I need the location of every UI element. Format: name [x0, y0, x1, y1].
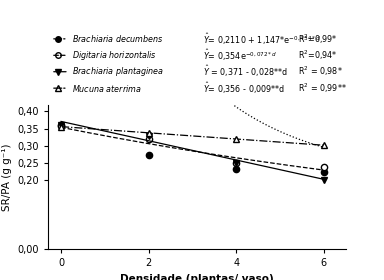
Text: $\it{Digitaria}$ $\it{horizontalis}$: $\it{Digitaria}$ $\it{horizontalis}$: [72, 49, 157, 62]
Text: R$^2$=0,99*: R$^2$=0,99*: [298, 32, 338, 46]
Text: $\it{Mucuna}$ $\it{aterrima}$: $\it{Mucuna}$ $\it{aterrima}$: [72, 83, 142, 94]
Text: $\it{Brachiaria}$ $\it{plantaginea}$: $\it{Brachiaria}$ $\it{plantaginea}$: [72, 65, 164, 78]
Y-axis label: SR/PA (g g⁻¹): SR/PA (g g⁻¹): [2, 143, 12, 211]
Text: $\hat{Y}$ = 0,371 - 0,028**d: $\hat{Y}$ = 0,371 - 0,028**d: [203, 64, 288, 80]
Text: R$^2$ = 0,99**: R$^2$ = 0,99**: [298, 81, 347, 95]
Text: $\it{Brachiaria}$ $\it{decumbens}$: $\it{Brachiaria}$ $\it{decumbens}$: [72, 33, 163, 44]
Text: $\hat{Y}$= 0,2110 + 1,147*e$^{-0,434*d}$: $\hat{Y}$= 0,2110 + 1,147*e$^{-0,434*d}$: [203, 31, 321, 46]
Text: $\hat{Y}$= 0,354e$^{-0,072*d}$: $\hat{Y}$= 0,354e$^{-0,072*d}$: [203, 48, 277, 63]
Text: R$^2$=0,94*: R$^2$=0,94*: [298, 49, 338, 62]
Text: $\hat{Y}$= 0,356 - 0,009**d: $\hat{Y}$= 0,356 - 0,009**d: [203, 80, 285, 96]
Text: R$^2$ = 0,98*: R$^2$ = 0,98*: [298, 65, 343, 78]
X-axis label: Densidade (plantas/ vaso): Densidade (plantas/ vaso): [120, 274, 274, 280]
